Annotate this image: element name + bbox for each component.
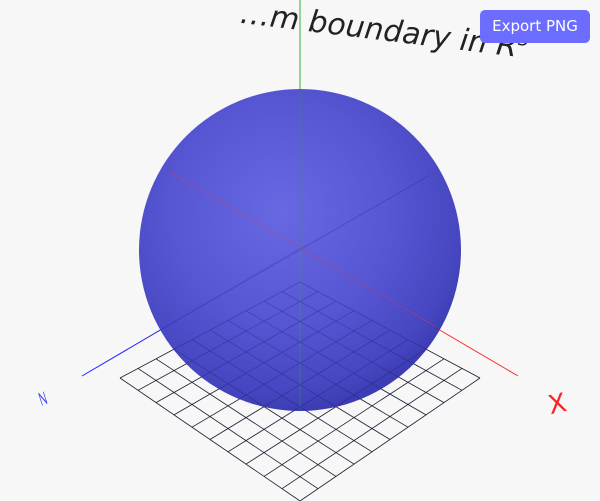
grid-line	[209, 329, 391, 440]
x-axis-label: X	[546, 388, 570, 421]
grid-line	[119, 377, 301, 501]
grid-line	[137, 368, 319, 489]
grid-line	[137, 368, 319, 490]
scene-title-text: …m boundary in R	[238, 0, 519, 65]
grid-line	[281, 291, 463, 391]
grid-line	[245, 310, 427, 416]
grid-line	[263, 358, 445, 477]
z-axis-label: Z	[36, 390, 49, 407]
grid-line	[155, 358, 337, 477]
grid-line	[119, 281, 301, 379]
grid-line	[227, 339, 409, 453]
grid-line	[245, 348, 427, 465]
grid-line	[263, 358, 445, 477]
z-axis-inner	[154, 174, 431, 334]
grid-line	[299, 281, 481, 379]
grid-line	[299, 377, 481, 501]
grid-line	[173, 310, 355, 416]
grid-line	[299, 377, 481, 501]
grid-line	[191, 339, 373, 453]
grid-line	[281, 368, 463, 489]
grid-line	[155, 358, 337, 477]
export-png-button[interactable]: Export PNG	[480, 10, 590, 43]
x-axis-inner	[169, 171, 437, 328]
grid-line	[191, 320, 373, 428]
grid-inner	[119, 281, 481, 501]
grid-line	[173, 348, 355, 465]
grid-line	[263, 300, 445, 403]
grid-line	[155, 300, 337, 403]
grid-line	[281, 368, 463, 490]
grid-line	[119, 377, 301, 501]
grid-line	[137, 291, 319, 391]
grid-line	[209, 329, 391, 440]
grid-line	[227, 320, 409, 428]
